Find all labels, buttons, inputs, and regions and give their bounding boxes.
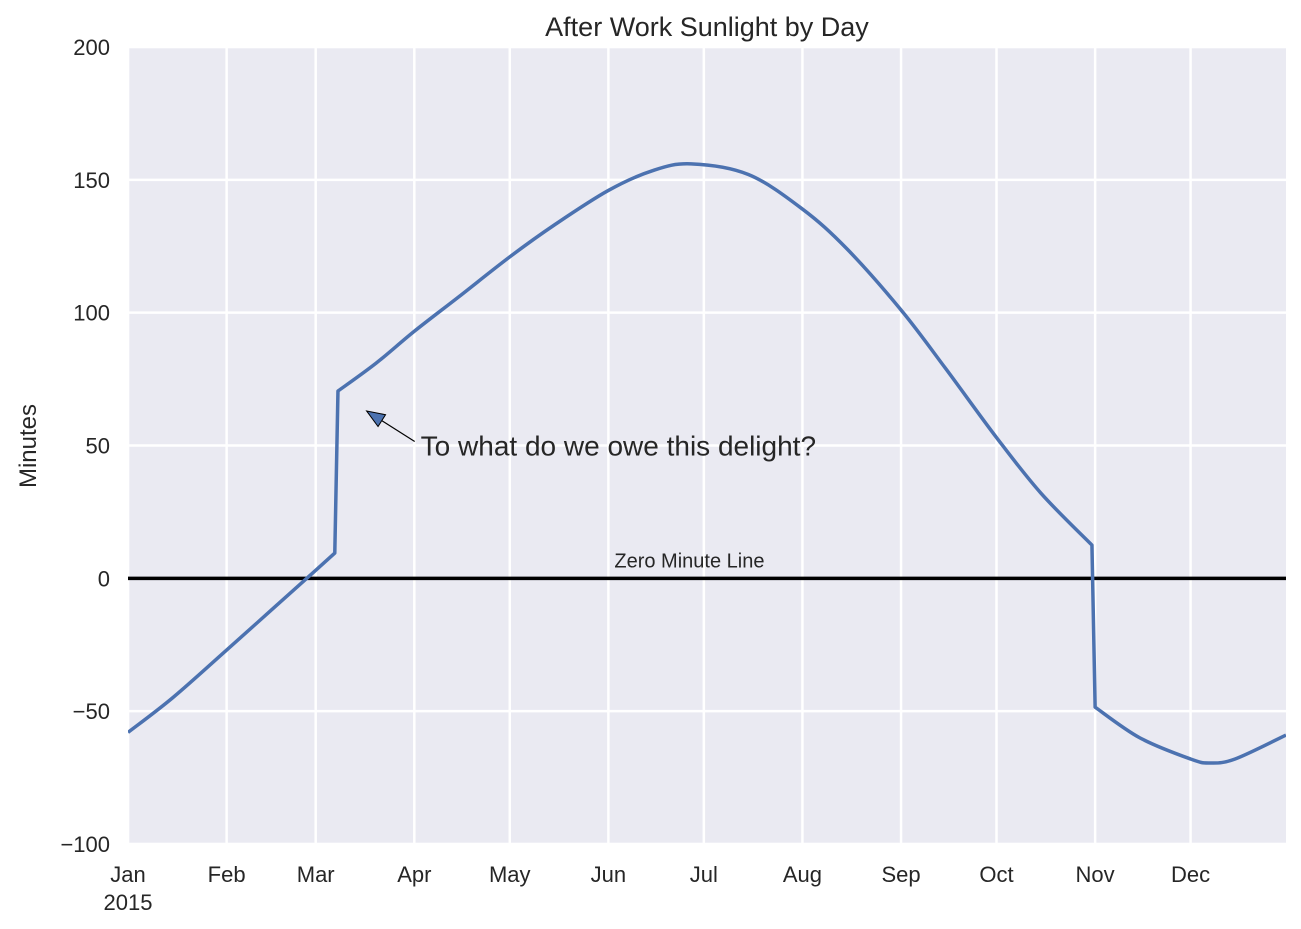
x-tick-label: Feb (208, 862, 246, 887)
x-tick-label: Jun (591, 862, 626, 887)
annotation-arrow-head (365, 410, 387, 428)
x-tick-label: Jul (690, 862, 718, 887)
x-tick-label: Dec (1171, 862, 1210, 887)
y-tick-label: 200 (73, 35, 110, 60)
y-tick-label: 150 (73, 168, 110, 193)
y-axis-label: Minutes (15, 404, 42, 488)
y-tick-label: 50 (86, 434, 110, 459)
annotation-text: To what do we owe this delight? (421, 431, 816, 462)
series-line (128, 162, 1286, 765)
annotations: Zero Minute Line To what do we owe this d… (365, 410, 816, 573)
y-tick-labels: −100 −50 0 50 100 150 200 (60, 35, 110, 857)
x-tick-label: Oct (979, 862, 1013, 887)
x-tick-label: Apr (397, 862, 431, 887)
x-year-label: 2015 (104, 890, 153, 915)
x-tick-label: Jan (110, 862, 145, 887)
x-tick-labels: Jan Feb Mar Apr May Jun Jul Aug Sep Oct Nov Dec (110, 862, 1210, 887)
x-tick-label: Mar (297, 862, 335, 887)
x-tick-label: Aug (783, 862, 822, 887)
y-tick-label: 0 (98, 566, 110, 591)
zero-line-label: Zero Minute Line (614, 551, 764, 573)
y-tick-label: −100 (60, 832, 110, 857)
y-tick-label: 100 (73, 301, 110, 326)
x-tick-label: May (489, 862, 531, 887)
annotation-arrow-shaft (381, 420, 416, 443)
series-lines (128, 162, 1286, 765)
x-tick-label: Nov (1076, 862, 1115, 887)
chart-title: After Work Sunlight by Day (545, 12, 869, 42)
x-tick-label: Sep (881, 862, 920, 887)
y-tick-label: −50 (73, 699, 110, 724)
